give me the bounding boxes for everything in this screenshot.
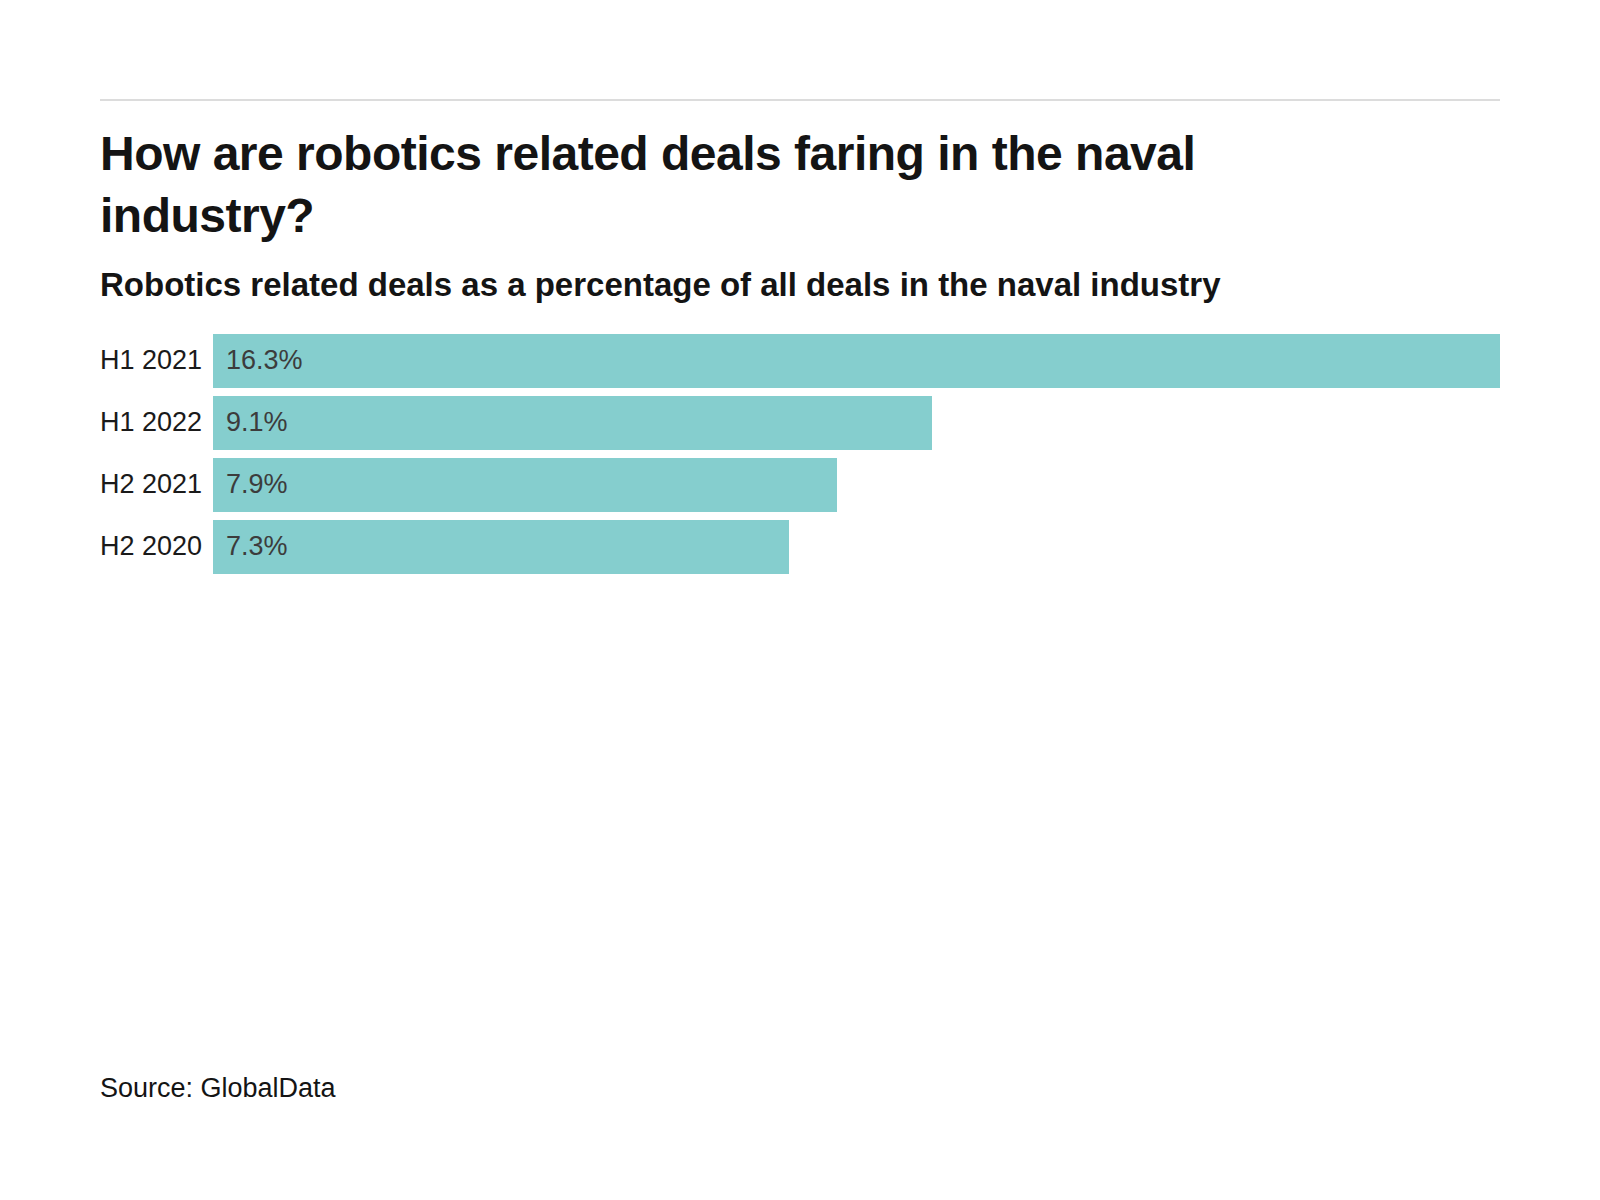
value-label: 7.9% — [213, 469, 288, 500]
value-label: 16.3% — [213, 345, 303, 376]
bar-track: 9.1% — [213, 396, 1500, 450]
page: How are robotics related deals faring in… — [0, 0, 1600, 1200]
bar: 7.9% — [213, 458, 837, 512]
bar: 9.1% — [213, 396, 932, 450]
top-divider — [100, 99, 1500, 101]
category-label: H1 2021 — [100, 334, 213, 388]
bar-track: 16.3% — [213, 334, 1500, 388]
value-label: 7.3% — [213, 531, 288, 562]
value-label: 9.1% — [213, 407, 288, 438]
bar-track: 7.3% — [213, 520, 1500, 574]
page-title: How are robotics related deals faring in… — [100, 123, 1420, 248]
chart-row: H2 20207.3% — [100, 520, 1500, 574]
source-note: Source: GlobalData — [100, 1073, 1500, 1200]
chart-row: H1 202116.3% — [100, 334, 1500, 388]
category-label: H2 2021 — [100, 458, 213, 512]
chart-row: H1 20229.1% — [100, 396, 1500, 450]
bar-chart: H1 202116.3%H1 20229.1%H2 20217.9%H2 202… — [100, 334, 1500, 582]
category-label: H1 2022 — [100, 396, 213, 450]
bar-track: 7.9% — [213, 458, 1500, 512]
bar: 7.3% — [213, 520, 789, 574]
category-label: H2 2020 — [100, 520, 213, 574]
chart-subtitle: Robotics related deals as a percentage o… — [100, 266, 1500, 304]
bar: 16.3% — [213, 334, 1500, 388]
chart-row: H2 20217.9% — [100, 458, 1500, 512]
